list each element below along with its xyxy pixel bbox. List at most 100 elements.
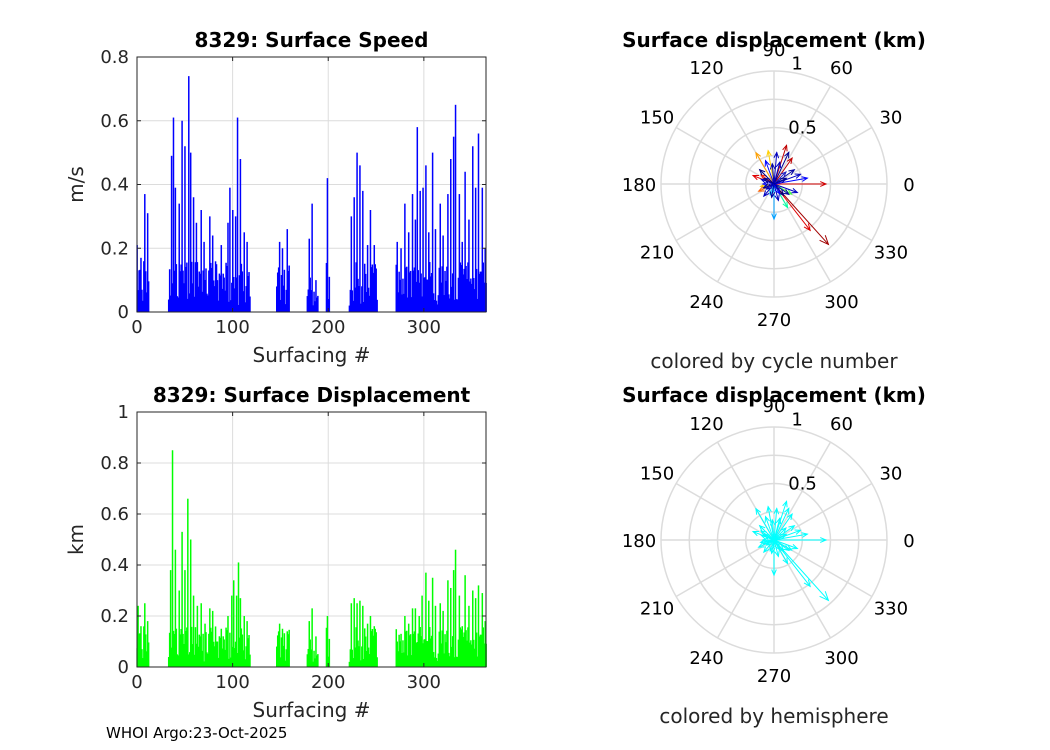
bar — [187, 298, 189, 312]
bar — [207, 653, 209, 667]
bar — [223, 277, 225, 312]
bar — [205, 632, 207, 667]
bar — [200, 210, 202, 312]
polar-spoke — [675, 183, 775, 242]
bar — [140, 626, 142, 667]
bar — [146, 213, 149, 312]
displacement-arrow — [773, 527, 787, 541]
bar — [316, 297, 318, 312]
bar — [189, 539, 192, 667]
bar — [451, 636, 454, 667]
bar — [398, 634, 400, 667]
bar — [235, 595, 238, 667]
displacement-arrow — [764, 515, 775, 541]
polar-angle-label: 60 — [830, 414, 853, 435]
bar — [360, 660, 362, 667]
bar — [212, 280, 215, 312]
bar — [139, 269, 141, 312]
arrow-shaft — [771, 519, 775, 541]
bar — [221, 288, 223, 312]
bar — [424, 639, 426, 667]
bar — [211, 610, 214, 667]
bar — [479, 634, 482, 667]
bar — [192, 197, 195, 312]
bar — [396, 241, 398, 312]
bar — [210, 631, 213, 667]
y-tick-label: 0.6 — [100, 504, 129, 525]
arrow-shaft — [773, 539, 781, 551]
bar — [327, 656, 330, 667]
bar — [214, 626, 217, 667]
arrow-head — [782, 189, 790, 196]
bar — [454, 104, 457, 312]
polar-spoke — [675, 482, 775, 541]
x-tick-label: 100 — [215, 672, 249, 693]
displacement-arrow — [771, 540, 777, 577]
bar — [363, 628, 366, 667]
bar — [463, 632, 465, 667]
bar — [183, 283, 185, 312]
bar — [366, 623, 369, 667]
arrow-shaft — [773, 152, 778, 185]
bar — [170, 647, 173, 667]
bar — [280, 637, 283, 667]
bar — [482, 262, 485, 312]
polar-spoke — [773, 482, 873, 541]
bar — [403, 652, 405, 667]
bar — [222, 273, 224, 312]
bar — [406, 655, 409, 667]
bar — [475, 632, 478, 667]
bar — [349, 289, 352, 312]
bar — [215, 641, 218, 667]
bar — [359, 600, 361, 667]
bar — [425, 165, 427, 312]
bar — [142, 300, 144, 312]
bar — [374, 628, 376, 667]
bar — [141, 649, 143, 667]
bar — [348, 305, 351, 312]
bar — [281, 628, 284, 667]
bar — [476, 656, 479, 667]
bar — [467, 627, 469, 667]
bar — [276, 286, 278, 312]
bar — [245, 286, 247, 312]
bar — [405, 267, 407, 312]
bar — [210, 267, 213, 312]
bar — [199, 273, 202, 312]
displacement-arrow — [755, 151, 775, 185]
bar — [471, 283, 473, 312]
bar — [188, 654, 190, 667]
polar-angle-label: 30 — [879, 464, 902, 485]
bar — [169, 570, 172, 667]
bar — [441, 630, 443, 667]
bar — [193, 654, 196, 667]
bar — [370, 267, 373, 312]
bar — [406, 630, 408, 667]
bar — [482, 627, 485, 667]
bar — [214, 261, 217, 312]
bar — [473, 289, 476, 312]
arrow-head — [751, 530, 760, 537]
arrow-head — [788, 525, 796, 532]
bar — [422, 643, 424, 667]
arrow-head — [769, 547, 776, 555]
bar — [241, 271, 244, 312]
bar — [218, 273, 221, 312]
polar-angle-label: 150 — [640, 108, 674, 129]
bar — [278, 623, 281, 667]
bar — [429, 638, 432, 667]
bar — [141, 289, 143, 312]
bar — [283, 633, 286, 667]
bar — [473, 648, 476, 667]
bar — [402, 640, 404, 667]
bar — [239, 159, 242, 312]
displacement-arrow — [763, 183, 775, 198]
arrow-head — [784, 151, 790, 159]
bar — [481, 187, 484, 312]
bar — [399, 279, 401, 312]
bar — [474, 187, 477, 312]
bar — [233, 288, 236, 312]
bar — [474, 598, 477, 667]
bar — [307, 289, 310, 312]
arrow-head — [751, 174, 760, 181]
